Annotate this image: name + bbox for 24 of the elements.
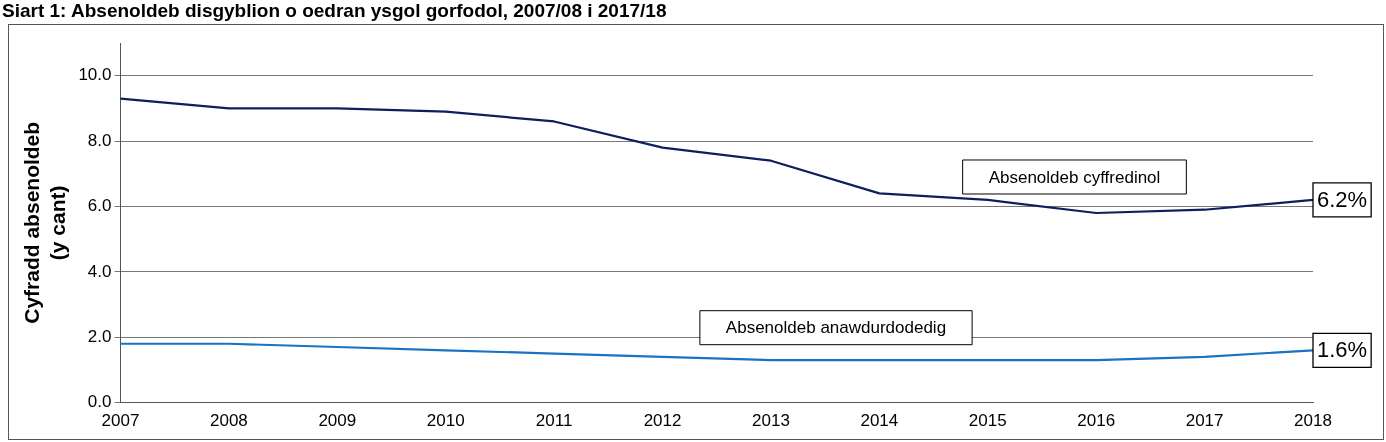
x-tick-label: 2012 [643, 411, 682, 431]
y-tick-label: 0.0 [87, 392, 112, 412]
y-tick-label: 10.0 [78, 65, 112, 85]
y-tick-label: 8.0 [87, 130, 112, 150]
series-label: Absenoldeb anawdurdodedig [725, 318, 947, 338]
x-tick-label: 2010 [426, 411, 465, 431]
y-tick-label: 4.0 [87, 261, 112, 281]
series-label: Absenoldeb cyffredinol [988, 167, 1161, 187]
x-tick-label: 2013 [752, 411, 790, 431]
x-tick-label: 2015 [968, 411, 1007, 431]
x-tick-label: 2014 [860, 411, 899, 431]
data-label: 6.2% [1317, 186, 1368, 212]
y-tick-label: 2.0 [87, 326, 112, 346]
x-tick-label: 2011 [535, 411, 573, 431]
x-tick-label: 2008 [209, 411, 248, 431]
x-tick-label: 2009 [318, 411, 357, 431]
x-tick-label: 2018 [1294, 411, 1332, 431]
y-axis-title: Cyfradd absenoldeb (y cant) [20, 121, 69, 324]
x-tick-label: 2016 [1077, 411, 1116, 431]
x-tick-label: 2017 [1185, 411, 1224, 431]
chart-title: Siart 1: Absenoldeb disgyblion o oedran ysgol gorfodol, 2007/08 i 2017/18 [2, 0, 667, 22]
y-tick-label: 6.0 [87, 196, 112, 216]
x-tick-label: 2007 [101, 411, 140, 431]
data-label: 1.6% [1317, 337, 1368, 363]
